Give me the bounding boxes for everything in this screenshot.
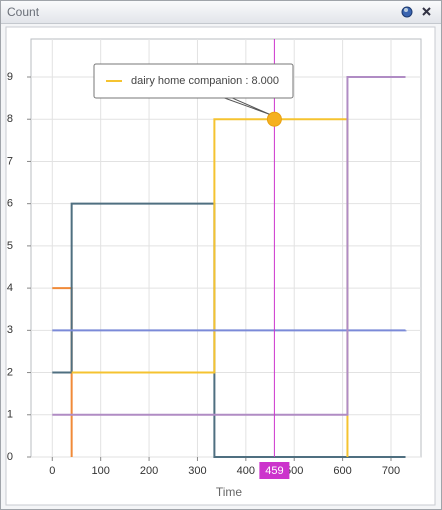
crosshair-label: 459 xyxy=(265,465,283,477)
x-tick-label: 300 xyxy=(188,465,206,477)
y-tick-label: 1 xyxy=(7,409,13,421)
x-tick-label: 600 xyxy=(333,465,351,477)
crosshair-label-box xyxy=(259,462,290,479)
title-bar: Count xyxy=(1,1,441,24)
close-button[interactable] xyxy=(422,7,431,16)
x-tick-label: 0 xyxy=(49,465,55,477)
step-line xyxy=(52,76,406,416)
pin-highlight xyxy=(404,8,408,12)
x-tick-label: 700 xyxy=(382,465,400,477)
y-tick-label: 3 xyxy=(7,324,13,336)
y-tick-label: 6 xyxy=(7,198,13,210)
x-tick-label: 200 xyxy=(140,465,158,477)
tooltip-pointer xyxy=(222,96,270,115)
y-tick-label: 8 xyxy=(7,113,13,125)
y-tick-label: 5 xyxy=(7,240,13,252)
x-tick-label: 100 xyxy=(91,465,109,477)
window-buttons xyxy=(401,6,431,18)
tooltip-box xyxy=(93,63,294,99)
y-tick-label: 4 xyxy=(7,282,13,294)
chart: Time 0 1 2 3 4 5 6 7 8 9 0 100 200 300 400 500 600 700 459… xyxy=(5,26,436,506)
tooltip-text: dairy home companion : 8.000 xyxy=(131,75,279,87)
x-axis-label: Time xyxy=(216,485,243,499)
y-tick-label: 2 xyxy=(7,366,13,378)
y-tick-label: 0 xyxy=(7,451,13,463)
tooltip-point xyxy=(266,111,282,127)
step-line xyxy=(52,202,406,458)
window-title: Count xyxy=(7,5,40,19)
x-tick-label: 400 xyxy=(237,465,255,477)
y-tick-label: 7 xyxy=(7,155,13,167)
y-tick-label: 9 xyxy=(7,71,13,83)
x-tick-label: 500 xyxy=(285,465,303,477)
plot-area xyxy=(30,38,422,458)
